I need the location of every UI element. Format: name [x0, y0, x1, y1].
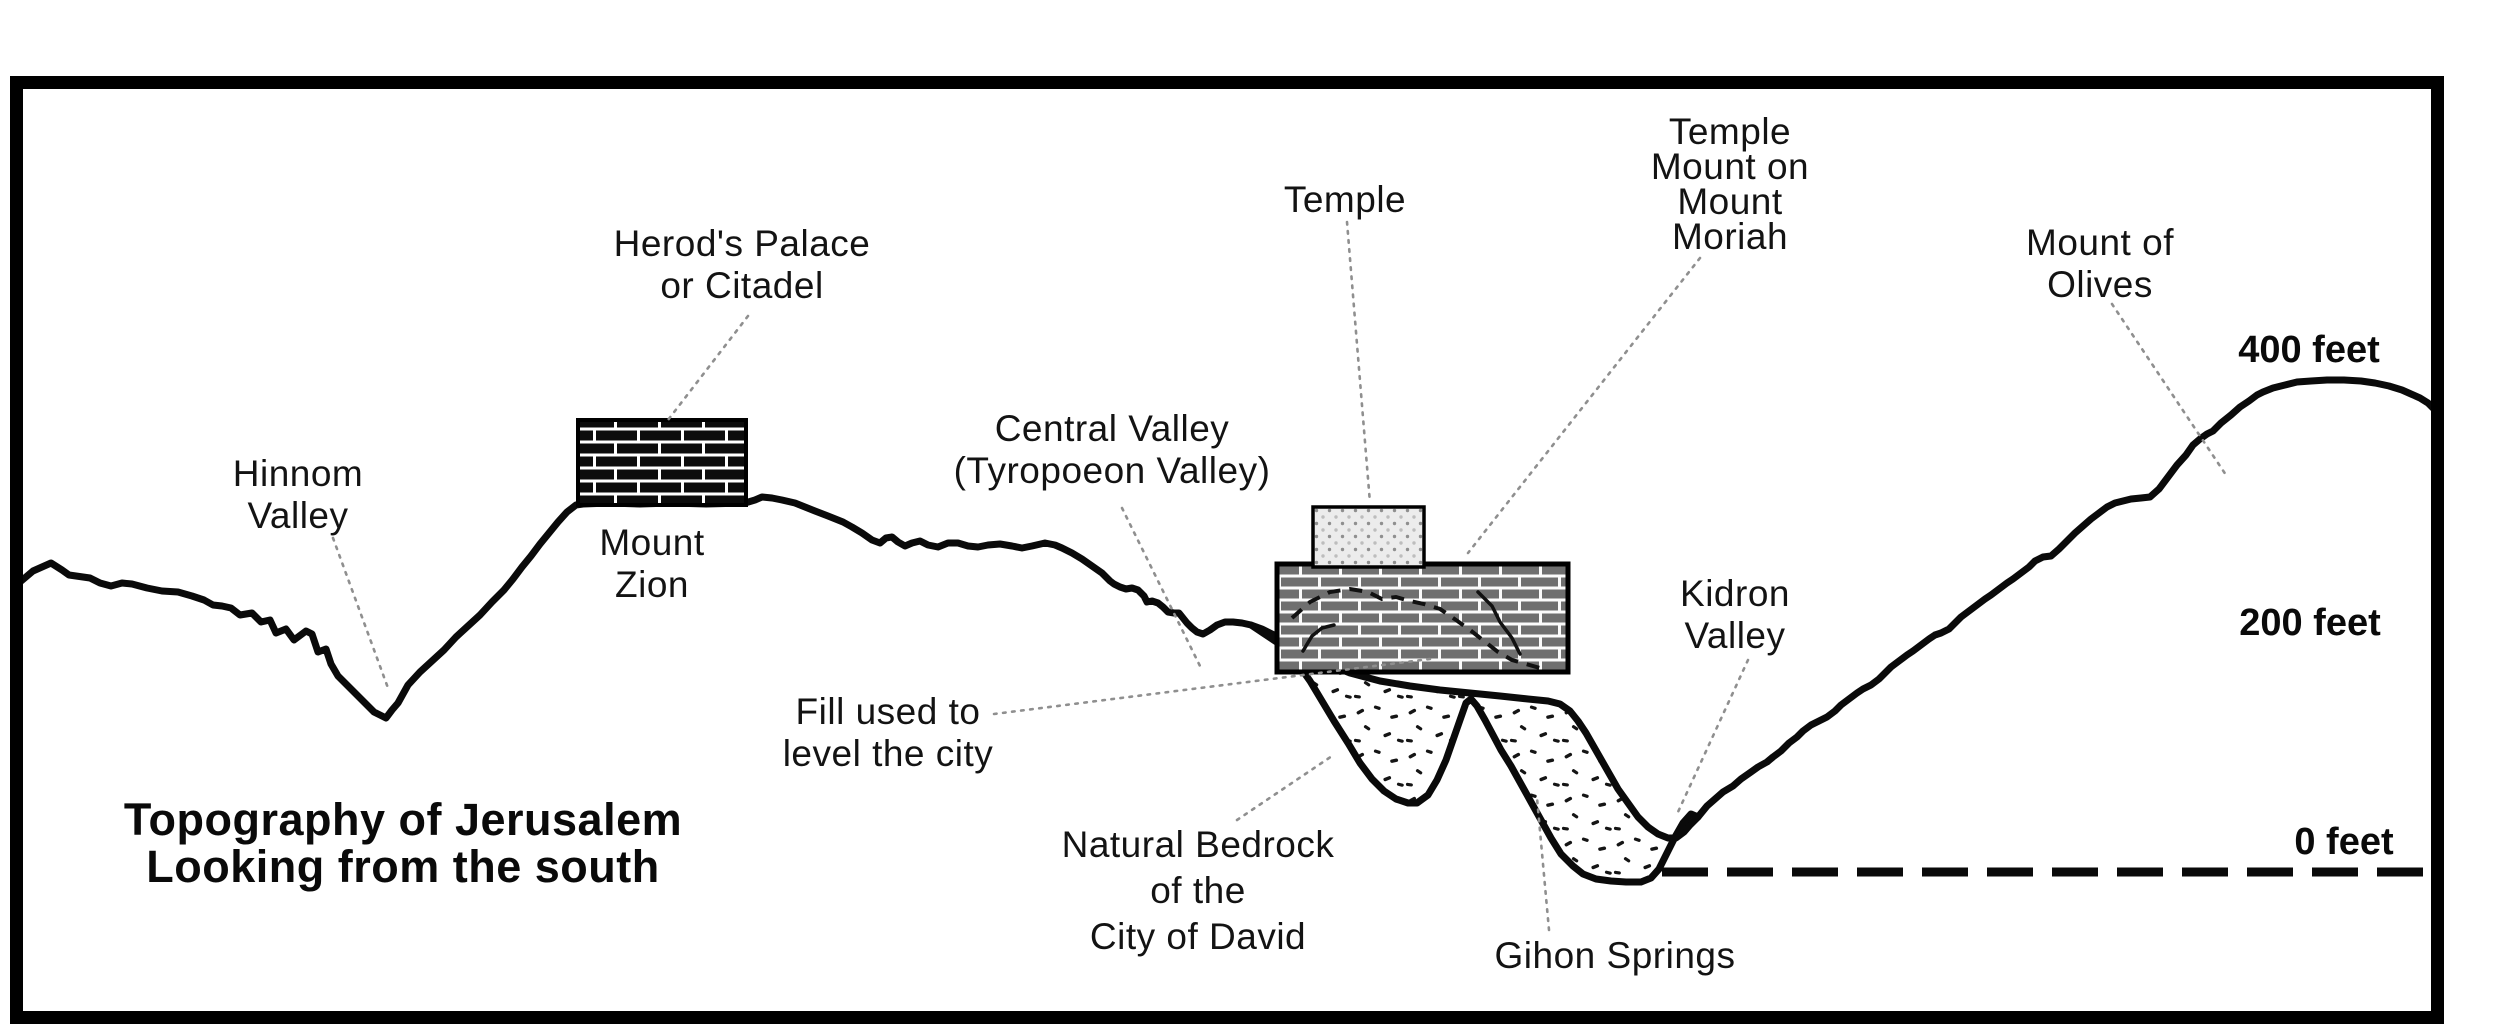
- label-mount-of-olives: Mount of Olives: [2026, 222, 2174, 306]
- label-mount-zion: Mount Zion: [599, 522, 704, 606]
- frame-border: [10, 76, 2444, 1024]
- label-line: Valley: [1684, 615, 1786, 656]
- label-line: (Tyropoeon Valley): [953, 450, 1271, 491]
- temple-mount-leader: [1466, 256, 1702, 555]
- label-herods-palace: Herod's Palace or Citadel: [614, 223, 871, 307]
- label-line: Mount: [1677, 181, 1783, 222]
- central-valley-leader: [1120, 506, 1202, 668]
- label-line: level the city: [782, 733, 994, 774]
- gihon-springs-leader: [1535, 796, 1551, 932]
- label-line: Temple: [1668, 111, 1792, 152]
- fill-leader: [992, 657, 1432, 716]
- elevation-200-feet: 200 feet: [2239, 602, 2381, 644]
- temple-leader: [1345, 220, 1372, 505]
- temple-structure: [1311, 505, 1426, 569]
- label-gihon-springs: Gihon Springs: [1495, 935, 1736, 977]
- label-central-valley: Central Valley (Tyropoeon Valley): [954, 408, 1271, 492]
- label-hinnom-valley: Hinnom Valley: [233, 453, 364, 537]
- hinnom-valley-leader: [331, 536, 390, 690]
- label-line: or Citadel: [660, 265, 824, 306]
- herods-palace-structure: [576, 418, 748, 507]
- elevation-400-feet: 400 feet: [2238, 329, 2380, 371]
- label-line: Central Valley: [994, 408, 1230, 449]
- bedrock-under-platform-dashed: [1290, 586, 1541, 670]
- label-kidron-valley: Kidron Valley: [1680, 573, 1790, 657]
- natural-bedrock-leader: [1235, 754, 1334, 822]
- label-line: Natural Bedrock: [1061, 824, 1335, 865]
- label-line: Moriah: [1671, 216, 1789, 257]
- title-line: Looking from the south: [146, 841, 660, 892]
- label-temple: Temple: [1284, 179, 1406, 221]
- label-line: of the: [1150, 870, 1246, 911]
- temple-mount-platform-structure: [1274, 561, 1571, 675]
- label-line: Olives: [2047, 264, 2153, 305]
- label-natural-bedrock: Natural Bedrock of the City of David: [1062, 822, 1335, 960]
- label-line: Zion: [615, 564, 689, 605]
- label-fill-used-to-level: Fill used to level the city: [783, 691, 994, 775]
- platform-crack-left: [1301, 623, 1336, 653]
- label-line: Mount on: [1650, 146, 1810, 187]
- label-line: City of David: [1089, 916, 1307, 957]
- label-line: Valley: [247, 495, 349, 536]
- label-line: Mount of: [2026, 222, 2174, 263]
- herods-palace-leader: [666, 314, 750, 422]
- diagram-title: Topography of Jerusalem Looking from the…: [124, 796, 682, 890]
- label-line: Temple: [1283, 179, 1407, 220]
- label-line: Fill used to: [795, 691, 981, 732]
- label-line: Mount: [599, 522, 705, 563]
- label-temple-mount: Temple Mount on Mount Moriah: [1650, 111, 1810, 257]
- platform-crack-right: [1476, 590, 1522, 656]
- fill-debris-stipple-region: [1251, 625, 1698, 882]
- mount-olives-leader: [2110, 302, 2230, 480]
- elevation-0-feet: 0 feet: [2294, 821, 2394, 863]
- title-line: Topography of Jerusalem: [123, 794, 683, 845]
- label-line: Herod's Palace: [613, 223, 871, 264]
- kidron-valley-leader: [1676, 658, 1750, 814]
- label-line: Hinnom: [232, 453, 364, 494]
- label-line: Gihon Springs: [1494, 935, 1736, 976]
- label-line: Kidron: [1680, 573, 1790, 614]
